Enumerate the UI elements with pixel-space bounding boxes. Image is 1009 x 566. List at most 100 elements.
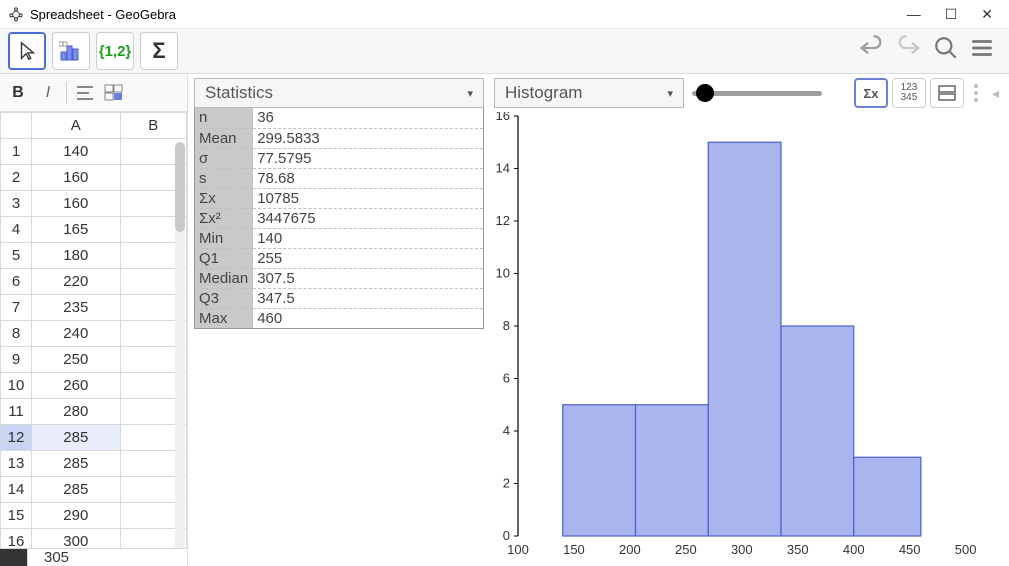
slider-knob[interactable] (696, 84, 714, 102)
stat-key: σ (195, 148, 253, 168)
bin-width-slider[interactable] (692, 91, 822, 96)
stat-row: Σx²3447675 (195, 208, 484, 228)
stat-value: 307.5 (253, 268, 484, 288)
row-header[interactable]: 15 (1, 503, 32, 529)
row-header[interactable]: 14 (1, 477, 32, 503)
stat-value: 36 (253, 108, 484, 128)
scrollbar-thumb[interactable] (175, 142, 185, 232)
number-format-button[interactable]: 123345 (892, 78, 926, 108)
cell-a[interactable]: 285 (32, 425, 121, 451)
spreadsheet-scrollbar[interactable] (175, 142, 185, 562)
svg-text:400: 400 (843, 542, 865, 557)
table-row[interactable]: 4165 (1, 217, 187, 243)
cell-a[interactable]: 260 (32, 373, 121, 399)
table-row[interactable]: 3160 (1, 191, 187, 217)
row-header[interactable]: 10 (1, 373, 32, 399)
cell-a[interactable]: 285 (32, 477, 121, 503)
spreadsheet-grid[interactable]: AB 1140216031604165518062207235824092501… (0, 112, 187, 566)
search-icon[interactable] (933, 35, 959, 68)
cell-a[interactable]: 140 (32, 139, 121, 165)
statistics-panel: Statistics n36Mean299.5833σ77.5795s78.68… (188, 74, 488, 566)
redo-icon[interactable] (895, 34, 923, 69)
svg-text:150: 150 (563, 542, 585, 557)
row-header[interactable]: 11 (1, 399, 32, 425)
row-header[interactable]: 12 (1, 425, 32, 451)
col-header-a[interactable]: A (32, 113, 121, 139)
row-header[interactable]: 2 (1, 165, 32, 191)
window-title: Spreadsheet - GeoGebra (30, 7, 176, 22)
table-row[interactable]: 15290 (1, 503, 187, 529)
svg-text:6: 6 (503, 371, 510, 386)
col-header-b[interactable]: B (120, 113, 186, 139)
sigma-x-button[interactable]: Σx (854, 78, 888, 108)
stat-value: 78.68 (253, 168, 484, 188)
statistics-dropdown[interactable]: Statistics (194, 78, 484, 108)
cell-a[interactable]: 290 (32, 503, 121, 529)
table-row[interactable]: 8240 (1, 321, 187, 347)
stat-row: Max460 (195, 308, 484, 328)
cell-a[interactable]: 240 (32, 321, 121, 347)
cell-a[interactable]: 165 (32, 217, 121, 243)
table-row[interactable]: 2160 (1, 165, 187, 191)
row-header[interactable]: 5 (1, 243, 32, 269)
stat-value: 255 (253, 248, 484, 268)
spreadsheet-panel: B I AB 114021603160416551806220723582409… (0, 74, 188, 566)
table-row[interactable]: 11280 (1, 399, 187, 425)
row-header[interactable]: 3 (1, 191, 32, 217)
content-area: B I AB 114021603160416551806220723582409… (0, 74, 1009, 566)
sum-tool[interactable]: Σ (140, 32, 178, 70)
row-header[interactable]: 8 (1, 321, 32, 347)
row-header[interactable]: 1 (1, 139, 32, 165)
table-row[interactable]: 7235 (1, 295, 187, 321)
table-row[interactable]: 6220 (1, 269, 187, 295)
stat-row: Q1255 (195, 248, 484, 268)
stat-value: 140 (253, 228, 484, 248)
row-header[interactable]: 13 (1, 451, 32, 477)
spreadsheet-bottom-row: 305 (0, 548, 187, 566)
collapse-icon[interactable]: ◂ (988, 85, 1003, 102)
cell-a[interactable]: 160 (32, 165, 121, 191)
cell-a[interactable]: 220 (32, 269, 121, 295)
partial-cell[interactable]: 305 (28, 548, 187, 566)
table-row[interactable]: 14285 (1, 477, 187, 503)
cell-a[interactable]: 285 (32, 451, 121, 477)
cell-a[interactable]: 180 (32, 243, 121, 269)
more-options-icon[interactable] (968, 84, 984, 102)
row-header[interactable]: 7 (1, 295, 32, 321)
stat-value: 77.5795 (253, 148, 484, 168)
maximize-icon[interactable]: ☐ (945, 6, 958, 23)
cell-a[interactable]: 280 (32, 399, 121, 425)
table-row[interactable]: 13285 (1, 451, 187, 477)
chart-toolbar: Histogram Σx 123345 ◂ (488, 74, 1009, 112)
list-tool[interactable]: {1,2} (96, 32, 134, 70)
cell-a[interactable]: 250 (32, 347, 121, 373)
bold-button[interactable]: B (4, 79, 32, 107)
row-header[interactable]: 4 (1, 217, 32, 243)
pointer-tool[interactable] (8, 32, 46, 70)
table-row[interactable]: 5180 (1, 243, 187, 269)
menu-icon[interactable] (969, 35, 995, 68)
table-row[interactable]: 12285 (1, 425, 187, 451)
chart-tool[interactable] (52, 32, 90, 70)
cell-a[interactable]: 160 (32, 191, 121, 217)
row-header[interactable]: 9 (1, 347, 32, 373)
table-row[interactable]: 9250 (1, 347, 187, 373)
row-header[interactable]: 6 (1, 269, 32, 295)
border-button[interactable] (101, 79, 129, 107)
table-row[interactable]: 1140 (1, 139, 187, 165)
cell-a[interactable]: 235 (32, 295, 121, 321)
minimize-icon[interactable]: — (907, 6, 921, 23)
align-button[interactable] (71, 79, 99, 107)
undo-icon[interactable] (857, 34, 885, 69)
layout-button[interactable] (930, 78, 964, 108)
svg-text:350: 350 (787, 542, 809, 557)
bar-chart-icon (59, 40, 83, 62)
list-tool-label: {1,2} (99, 43, 132, 60)
italic-button[interactable]: I (34, 79, 62, 107)
table-row[interactable]: 10260 (1, 373, 187, 399)
chart-type-dropdown[interactable]: Histogram (494, 78, 684, 108)
close-icon[interactable]: ✕ (981, 6, 993, 23)
app-logo-icon (8, 6, 24, 22)
stat-key: Min (195, 228, 253, 248)
stat-key: Median (195, 268, 253, 288)
